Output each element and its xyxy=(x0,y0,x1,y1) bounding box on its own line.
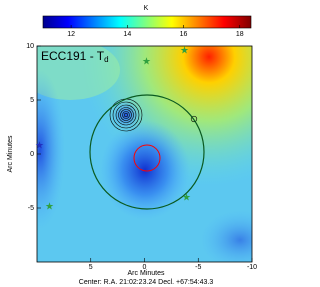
x-tick-label: -5 xyxy=(195,264,201,271)
colorbar-tick-label: 18 xyxy=(236,31,244,38)
svg-text:★: ★ xyxy=(142,57,151,68)
aperture-circle xyxy=(89,94,205,210)
colorbar-tick-label: 14 xyxy=(123,31,131,38)
colorbar-tick-label: 16 xyxy=(180,31,188,38)
y-axis-label: Arc Minutes xyxy=(7,135,14,172)
x-axis-label: Arc Minutes xyxy=(128,270,165,277)
map-title: ECC191 - Td xyxy=(41,49,109,64)
x-tick-label: 0 xyxy=(143,264,147,271)
colorbar-tick-label: 12 xyxy=(67,31,75,38)
x-tick-label: 5 xyxy=(89,264,93,271)
y-tick-label: -5 xyxy=(28,205,34,212)
svg-text:★: ★ xyxy=(182,193,191,204)
y-tick-label: 10 xyxy=(26,43,34,50)
colorbar xyxy=(42,15,252,29)
svg-text:★: ★ xyxy=(180,46,189,57)
y-tick-label: 0 xyxy=(30,151,34,158)
y-tick-label: 5 xyxy=(30,97,34,104)
svg-text:★: ★ xyxy=(45,202,54,213)
colorbar-label: K xyxy=(144,5,149,12)
x-tick-label: -10 xyxy=(247,264,257,271)
chart: K ★ ★ ★ ★ ★ ECC191 - Td Arc Minutes Arc … xyxy=(7,5,257,286)
footer: Center: R.A. 21:02:23.24 Decl. +67:54:43… xyxy=(79,279,214,286)
svg-text:★: ★ xyxy=(35,141,44,152)
map-image xyxy=(37,46,252,262)
source-circle xyxy=(133,144,161,172)
stars: ★ ★ ★ ★ ★ xyxy=(35,46,191,213)
